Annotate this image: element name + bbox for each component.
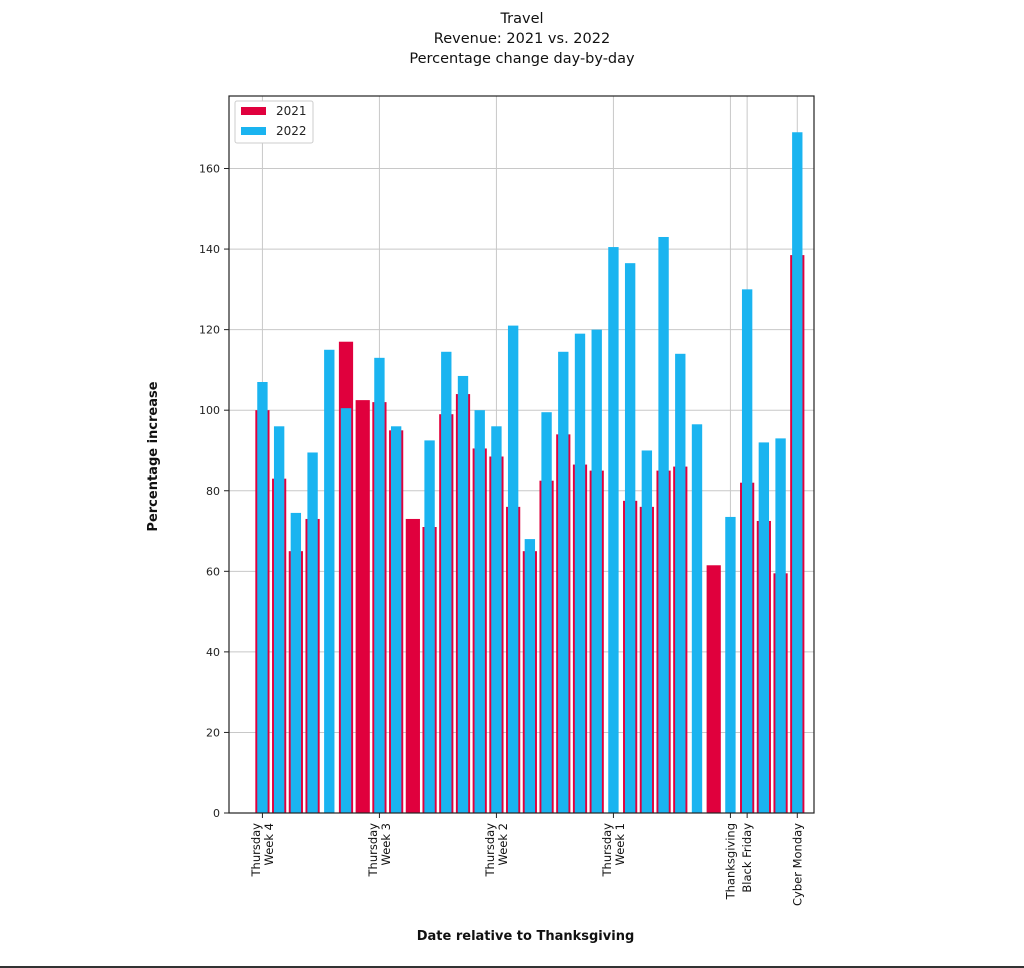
bar-2022: [691, 424, 703, 813]
x-axis-label: Date relative to Thanksgiving: [417, 929, 635, 944]
y-tick-label: 0: [213, 807, 220, 820]
x-tick-label: Thursday Week 1: [600, 823, 627, 878]
x-tick-label: Cyber Monday: [790, 823, 804, 906]
bar-2022: [374, 357, 385, 813]
bar-2022: [474, 410, 485, 813]
x-tick-label: Thanksgiving: [723, 823, 737, 900]
y-tick-label: 100: [199, 404, 220, 417]
bar-2022: [608, 247, 619, 814]
y-tick-label: 120: [199, 324, 220, 337]
bar-2022: [541, 412, 552, 813]
bar-2022: [675, 353, 686, 813]
x-tick-label: Thursday Week 4: [249, 823, 276, 878]
bar-2022: [558, 351, 569, 813]
bar-2022: [290, 512, 302, 813]
chart-title-line-3: Percentage change day-by-day: [409, 51, 635, 67]
x-tick-label-line: Cyber Monday: [790, 823, 804, 906]
legend-swatch-2021: [241, 107, 266, 115]
bar-2022: [324, 349, 335, 813]
bar-2022: [307, 452, 318, 813]
bar-2021: [405, 518, 420, 813]
legend-label-2021: 2021: [276, 104, 307, 118]
chart-title-line-1: Travel: [500, 11, 544, 27]
x-tick-label-line: Thursday: [600, 823, 614, 878]
y-tick-label: 160: [199, 163, 220, 176]
plot-frame: [228, 95, 815, 814]
x-tick-label: Thursday Week 3: [366, 823, 393, 878]
bottom-divider: [0, 966, 1024, 968]
y-axis-label: Percentage increase: [146, 381, 161, 531]
bar-2022: [457, 375, 469, 813]
bar-2021: [706, 565, 721, 813]
bar-2022: [441, 351, 452, 813]
bar-2022: [741, 289, 753, 813]
bar-2022: [273, 426, 285, 813]
legend-label-2022: 2022: [276, 124, 307, 138]
bar-2022: [340, 408, 352, 813]
y-tick-label: 60: [206, 565, 220, 578]
bar-2022: [507, 325, 519, 813]
x-tick-label-line: Week 1: [613, 823, 627, 865]
bar-2022: [758, 442, 770, 813]
y-tick-label: 140: [199, 243, 220, 256]
bar-2022: [624, 263, 636, 813]
bar-2022: [424, 440, 435, 813]
bar-2022: [792, 132, 803, 813]
bar-2022: [390, 426, 402, 813]
chart-title-line-2: Revenue: 2021 vs. 2022: [433, 31, 611, 47]
x-tick-label-line: Week 3: [379, 823, 393, 865]
x-tick-label: Thursday Week 2: [483, 823, 510, 878]
bar-2022: [775, 438, 786, 813]
y-tick-label: 80: [206, 485, 220, 498]
bar-2022: [491, 426, 502, 813]
bar-2022: [257, 381, 268, 813]
bar-2022: [591, 329, 602, 813]
bar-2022: [574, 333, 586, 813]
bar-2022: [641, 450, 653, 813]
y-tick-label: 40: [206, 646, 220, 659]
x-tick-label: Black Friday: [740, 823, 754, 893]
x-tick-label-line: Black Friday: [740, 823, 754, 893]
x-tick-label-line: Thursday: [366, 823, 380, 878]
x-tick-label-line: Week 4: [262, 823, 276, 865]
x-tick-label-line: Thursday: [249, 823, 263, 878]
x-tick-label-line: Thanksgiving: [723, 823, 737, 900]
x-tick-label-line: Thursday: [483, 823, 497, 878]
x-tick-label-line: Week 2: [496, 823, 510, 865]
y-tick-label: 20: [206, 726, 220, 739]
bar-2022: [524, 539, 536, 813]
chart-title: Travel Revenue: 2021 vs. 2022 Percentage…: [0, 9, 1024, 69]
bar-2022: [725, 516, 736, 813]
legend-swatch-2022: [241, 127, 266, 135]
bar-2022: [658, 236, 669, 813]
bar-2021: [355, 400, 370, 813]
